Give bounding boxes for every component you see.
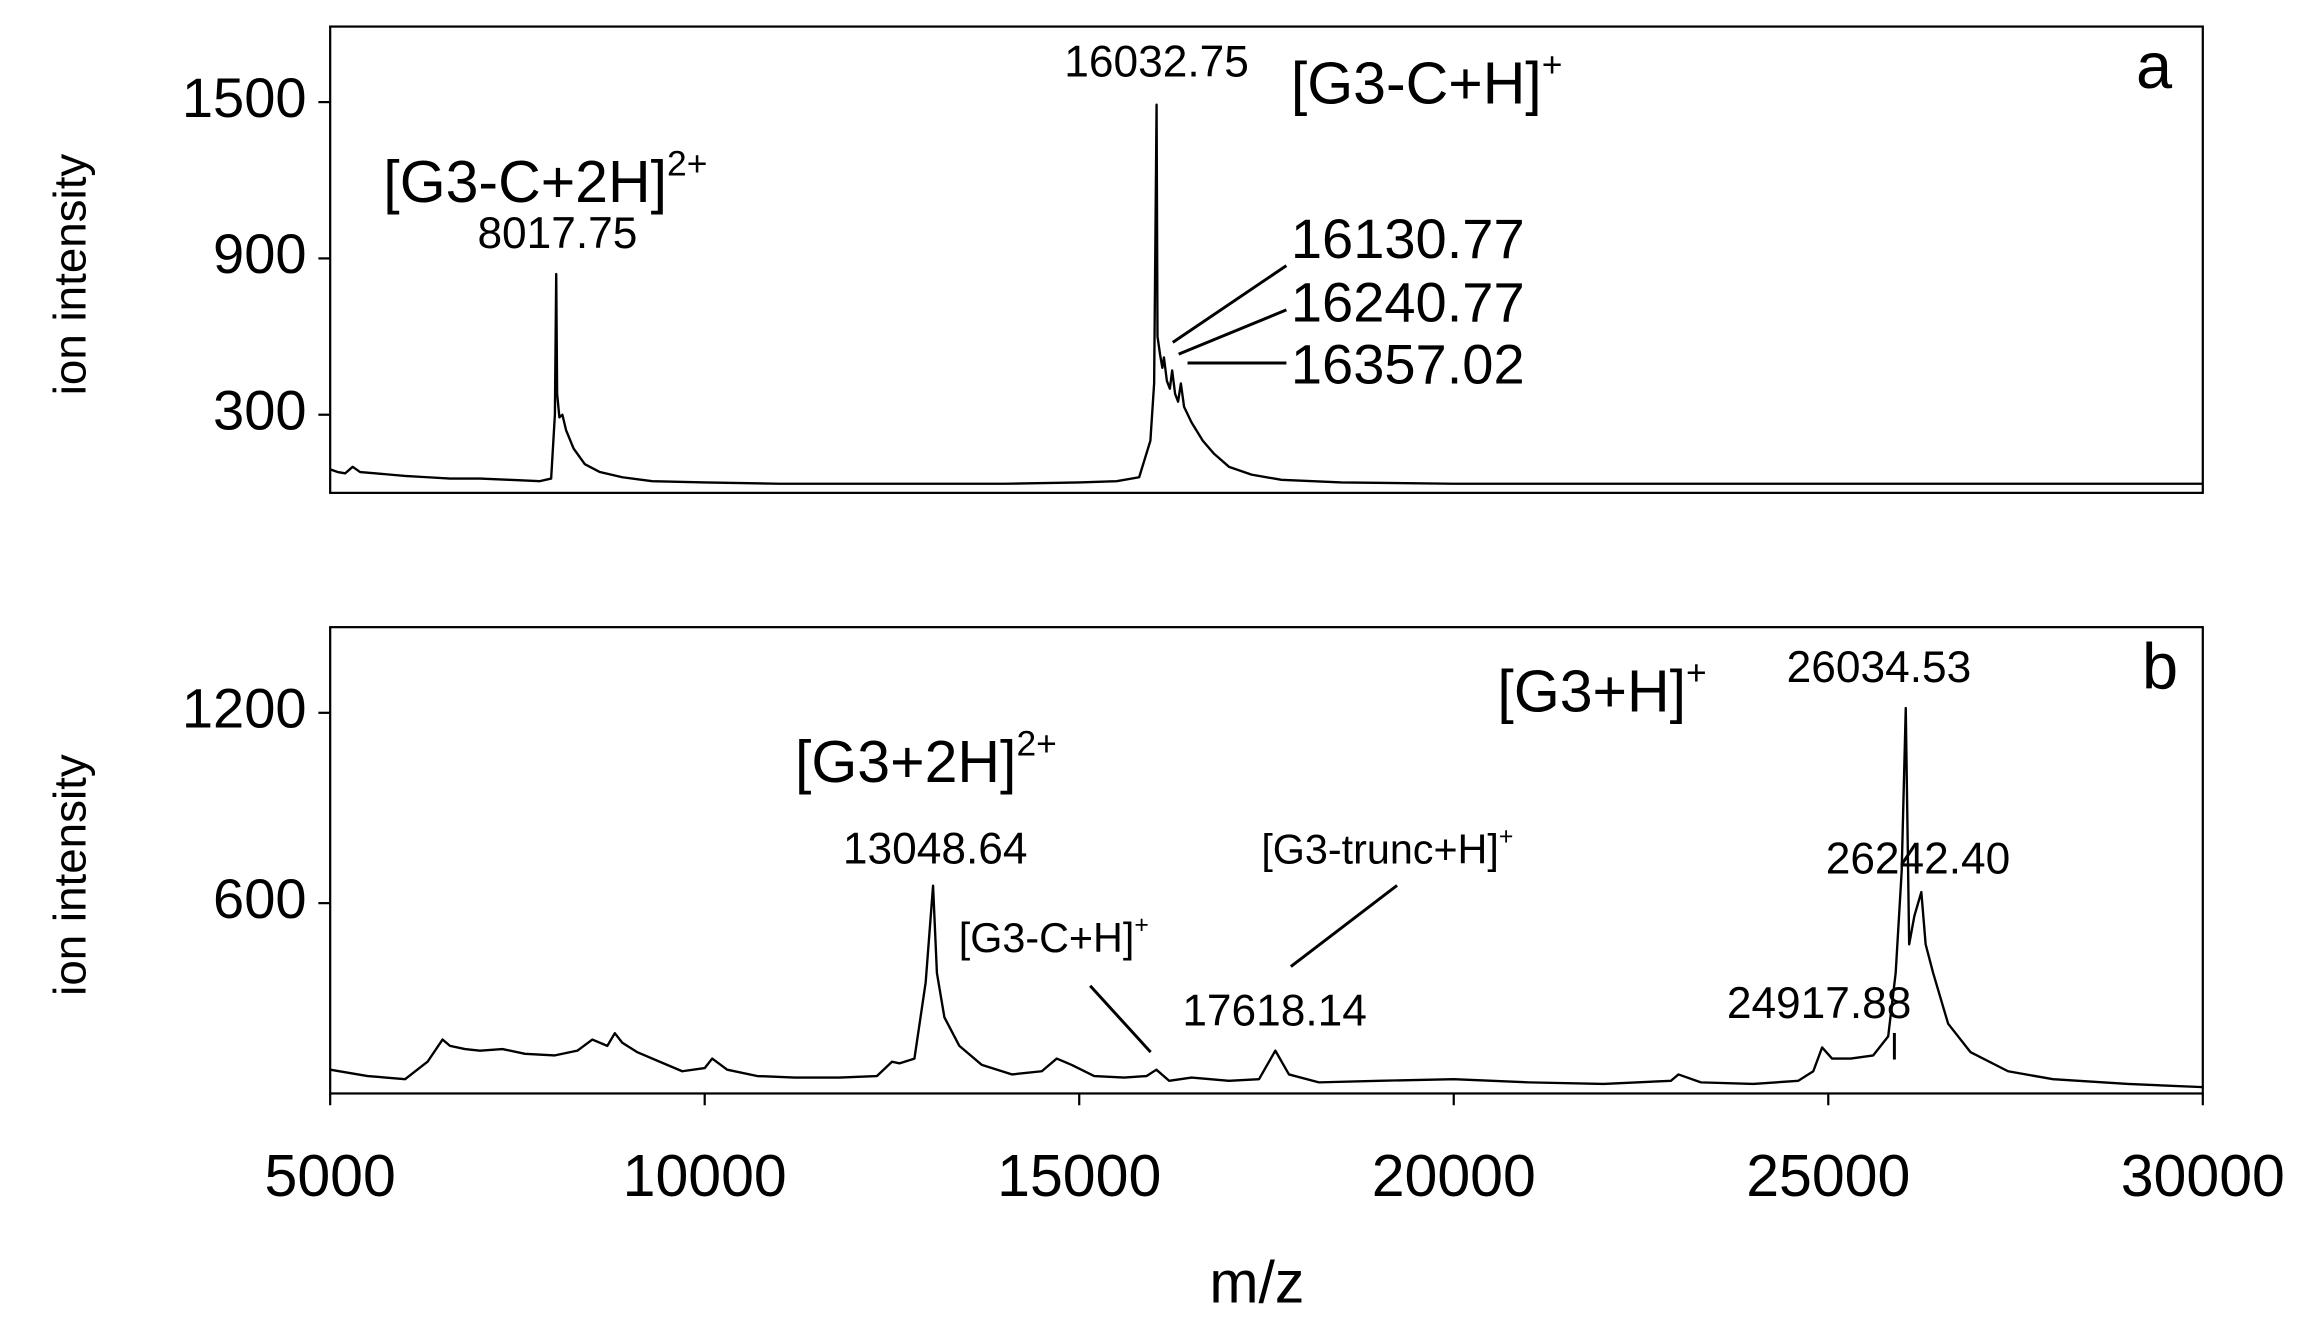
peak-annotation: [G3-trunc+H]+ xyxy=(1261,824,1513,873)
x-tick-label: 15000 xyxy=(997,1143,1161,1209)
y-axis-label: ion intensity xyxy=(44,754,95,996)
annotation-text: 16032.75 xyxy=(1064,38,1249,87)
peak-annotation: [G3-C+H]+ xyxy=(959,912,1149,961)
peak-annotation: 16240.77 xyxy=(1291,271,1525,334)
plot-frame xyxy=(329,25,2204,494)
annotation-text: [G3-C+H] xyxy=(959,915,1135,961)
spectrum-line xyxy=(329,103,2203,485)
annotation-text: [G3+2H] xyxy=(795,729,1016,795)
peak-annotation: 24917.88 xyxy=(1727,979,1912,1028)
y-tick-label: 1500 xyxy=(182,66,307,129)
panel-label: b xyxy=(2142,630,2178,703)
annotation-superscript: + xyxy=(1499,824,1513,851)
peak-annotation: 16032.75 xyxy=(1064,38,1249,87)
x-tick-label: 30000 xyxy=(2121,1143,2285,1209)
annotation-text: [G3-C+2H] xyxy=(383,149,667,215)
annotation-text: 16240.77 xyxy=(1291,271,1525,334)
annotation-text: 24917.88 xyxy=(1727,979,1912,1028)
leader-line xyxy=(1171,264,1288,344)
peak-annotation: 16130.77 xyxy=(1291,207,1525,270)
annotation-text: 8017.75 xyxy=(477,209,637,258)
y-tick-label: 300 xyxy=(213,379,307,442)
peak-annotation: [G3-C+2H]2+ xyxy=(383,144,707,216)
annotation-superscript: + xyxy=(1134,912,1148,939)
annotation-text: [G3-C+H] xyxy=(1291,50,1542,116)
leader-line xyxy=(1178,308,1287,356)
annotation-text: 17618.14 xyxy=(1182,987,1367,1036)
x-tick-label: 20000 xyxy=(1372,1143,1536,1209)
peak-annotation: 17618.14 xyxy=(1182,987,1367,1036)
annotation-text: 26242.40 xyxy=(1826,835,2011,884)
x-axis-label: m/z xyxy=(1209,1249,1304,1315)
y-axis-label: ion intensity xyxy=(44,154,95,396)
leader-line xyxy=(1289,884,1398,968)
annotation-text: [G3-trunc+H] xyxy=(1261,826,1499,872)
x-tick-label: 10000 xyxy=(623,1143,787,1209)
peak-annotation: 8017.75 xyxy=(477,209,637,258)
plot-frame xyxy=(329,626,2204,1095)
annotation-text: 13048.64 xyxy=(843,824,1028,873)
peak-annotation: [G3-C+H]+ xyxy=(1291,45,1563,117)
y-tick-label: 900 xyxy=(213,222,307,285)
annotation-superscript: 2+ xyxy=(667,144,707,184)
annotation-text: 16130.77 xyxy=(1291,207,1525,270)
spectrum-line xyxy=(329,706,2203,1089)
leader-line xyxy=(1089,984,1152,1054)
peak-annotation: [G3+H]+ xyxy=(1497,653,1706,725)
annotation-superscript: 2+ xyxy=(1016,724,1056,764)
peak-annotation: 16357.02 xyxy=(1291,333,1525,396)
annotation-superscript: + xyxy=(1686,653,1707,693)
panel-label: a xyxy=(2136,29,2173,102)
peak-annotation: 26242.40 xyxy=(1826,835,2011,884)
peak-annotation: [G3+2H]2+ xyxy=(795,724,1057,796)
annotation-text: [G3+H] xyxy=(1497,658,1686,724)
annotation-text: 26034.53 xyxy=(1787,643,1972,692)
y-tick-label: 600 xyxy=(213,867,307,930)
x-tick-label: 5000 xyxy=(265,1143,396,1209)
peak-annotation: 26034.53 xyxy=(1787,643,1972,692)
annotation-superscript: + xyxy=(1542,45,1563,85)
y-tick-label: 1200 xyxy=(182,677,307,740)
annotation-text: 16357.02 xyxy=(1291,333,1525,396)
peak-annotation: 13048.64 xyxy=(843,824,1028,873)
x-tick-label: 25000 xyxy=(1746,1143,1910,1209)
